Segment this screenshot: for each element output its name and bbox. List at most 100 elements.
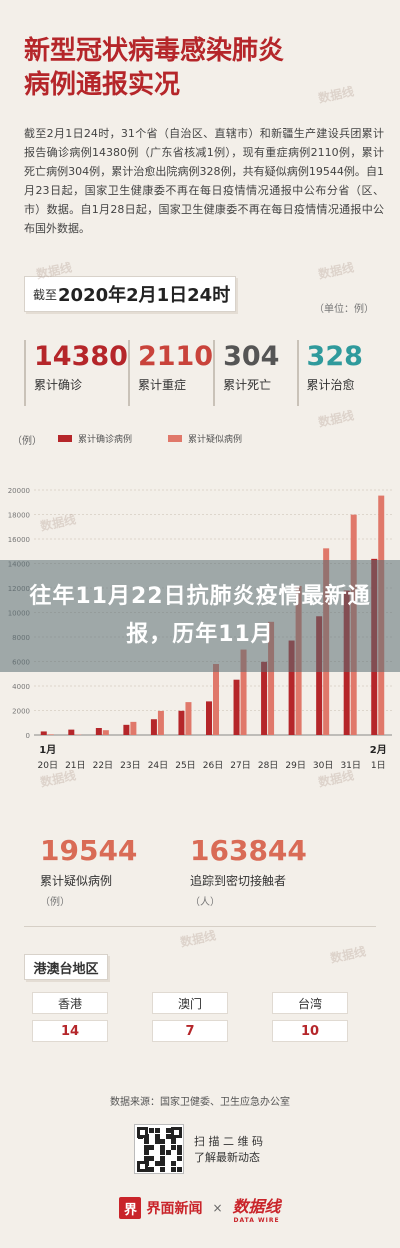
stat-label: 累计治愈	[306, 378, 355, 392]
jiemian-logo-name: 界面新闻	[146, 1201, 203, 1217]
title-line-1: 新型冠状病毒感染肺炎	[24, 36, 285, 66]
qr-line-1: 扫 描 二 维 码	[194, 1135, 263, 1148]
section-divider	[24, 926, 376, 927]
stat-unit: （例）	[40, 897, 70, 908]
x-tick-label: 29日	[285, 760, 305, 771]
stat-value: 163844	[190, 834, 307, 867]
y-tick-label: 20000	[8, 487, 30, 495]
banner-text[interactable]: 往年11月22日抗肺炎疫情最新通报，历年11月	[29, 584, 371, 647]
y-tick-label: 16000	[8, 536, 30, 544]
region-value: 7	[152, 1020, 228, 1042]
cutoff-date: 2020年2月1日24时	[58, 285, 231, 306]
bar-suspected	[185, 702, 192, 735]
bar-confirmed	[178, 710, 185, 735]
region-name: 澳门	[152, 992, 228, 1014]
legend-label: 累计确诊病例	[78, 433, 132, 445]
x-tick-label: 23日	[120, 760, 140, 771]
legend-label: 累计疑似病例	[188, 433, 242, 445]
y-tick-label: 4000	[12, 683, 30, 691]
x-tick-label: 31日	[340, 760, 360, 771]
legend-swatch	[58, 435, 72, 442]
stat-label: 累计疑似病例	[40, 874, 113, 888]
bar-suspected	[102, 730, 109, 735]
secondary-stats: 19544 累计疑似病例 （例） 163844 追踪到密切接触者 （人）	[34, 834, 374, 908]
stat-value: 304	[223, 341, 280, 372]
x-tick-label: 26日	[203, 760, 223, 771]
month-label: 1月	[39, 744, 56, 756]
bar-suspected	[240, 649, 247, 735]
x-tick-label: 28日	[258, 760, 278, 771]
stat-value: 328	[306, 341, 363, 372]
x-tick-label: 22日	[93, 760, 113, 771]
region-macau: 澳门 7	[152, 992, 228, 1042]
headline-banner[interactable]: 往年11月22日抗肺炎疫情最新通报，历年11月	[0, 560, 400, 672]
cutoff-date-box: 截至 2020年2月1日24时	[24, 276, 236, 312]
region-list: 香港 14 澳门 7 台湾 10	[32, 992, 348, 1042]
x-tick-label: 20日	[38, 760, 58, 771]
stat-severe: 2110 累计重症	[127, 340, 214, 406]
cutoff-prefix: 截至	[33, 287, 58, 302]
bar-confirmed	[150, 719, 157, 735]
bar-confirmed	[316, 616, 323, 735]
data-source: 数据来源：国家卫健委、卫生应急办公室	[110, 1097, 290, 1108]
y-tick-label: 18000	[8, 512, 30, 520]
times-symbol: ×	[212, 1201, 223, 1215]
stat-deaths: 304 累计死亡	[213, 340, 296, 406]
bar-suspected	[157, 710, 164, 735]
legend-swatch	[168, 435, 182, 442]
bar-confirmed	[123, 724, 130, 735]
stat-value: 19544	[40, 834, 138, 867]
month-label: 2月	[370, 744, 387, 756]
qr-line-2: 了解最新动态	[194, 1151, 260, 1164]
intro-paragraph: 截至2月1日24时，31个省（自治区、直辖市）和新疆生产建设兵团累计报告确诊病例…	[24, 127, 384, 235]
stat-label: 追踪到密切接触者	[190, 874, 287, 888]
footer-logos: 界 界面新闻 × 数据线 DATA WIRE	[0, 1188, 400, 1228]
bar-confirmed	[261, 661, 268, 735]
region-value: 14	[32, 1020, 108, 1042]
bar-suspected	[268, 621, 275, 735]
bar-suspected	[130, 721, 137, 735]
datawire-logo: 数据线 DATA WIRE	[233, 1193, 281, 1224]
stat-unit: （人）	[190, 897, 220, 908]
watermark: 数据线	[317, 260, 356, 282]
region-name: 台湾	[272, 992, 348, 1014]
datawire-logo-name: 数据线	[232, 1196, 281, 1216]
stat-label: 累计重症	[137, 378, 186, 392]
stat-value: 2110	[137, 341, 214, 372]
page-title: 新型冠状病毒感染肺炎 病例通报实况	[24, 34, 384, 102]
bar-confirmed	[68, 729, 75, 735]
stat-suspected: 19544 累计疑似病例 （例）	[34, 834, 184, 908]
x-tick-label: 21日	[65, 760, 85, 771]
datawire-logo-sub: DATA WIRE	[233, 1216, 280, 1224]
qr-caption: 扫 描 二 维 码 了解最新动态	[194, 1134, 263, 1166]
x-tick-label: 1日	[371, 760, 386, 771]
x-tick-label: 30日	[313, 760, 333, 771]
x-tick-label: 27日	[230, 760, 250, 771]
region-value: 10	[272, 1020, 348, 1042]
bar-confirmed	[206, 701, 212, 735]
qr-code-icon[interactable]	[134, 1124, 184, 1174]
watermark: 数据线	[329, 944, 368, 966]
bar-suspected	[47, 734, 54, 735]
bar-confirmed	[95, 728, 102, 735]
stat-value: 14380	[34, 341, 128, 372]
bar-confirmed	[233, 679, 240, 735]
unit-note: （单位：例）	[314, 304, 374, 315]
stat-label: 累计死亡	[223, 378, 272, 392]
y-tick-label: 0	[26, 732, 30, 740]
x-tick-label: 25日	[175, 760, 195, 771]
region-taiwan: 台湾 10	[272, 992, 348, 1042]
stat-recovered: 328 累计治愈	[296, 340, 380, 406]
stat-confirmed: 14380 累计确诊	[24, 340, 128, 406]
bar-confirmed	[40, 731, 47, 735]
y-tick-label: 2000	[12, 708, 30, 716]
region-hong-kong: 香港 14	[32, 992, 108, 1042]
watermark: 数据线	[317, 408, 356, 430]
y-axis-label: （例）	[12, 434, 42, 447]
summary-stats: 14380 累计确诊 2110 累计重症 304 累计死亡 328 累计治愈	[24, 340, 380, 406]
title-line-2: 病例通报实况	[24, 70, 181, 100]
region-name: 香港	[32, 992, 108, 1014]
x-tick-label: 24日	[148, 760, 168, 771]
stat-close-contacts: 163844 追踪到密切接触者 （人）	[184, 834, 364, 908]
